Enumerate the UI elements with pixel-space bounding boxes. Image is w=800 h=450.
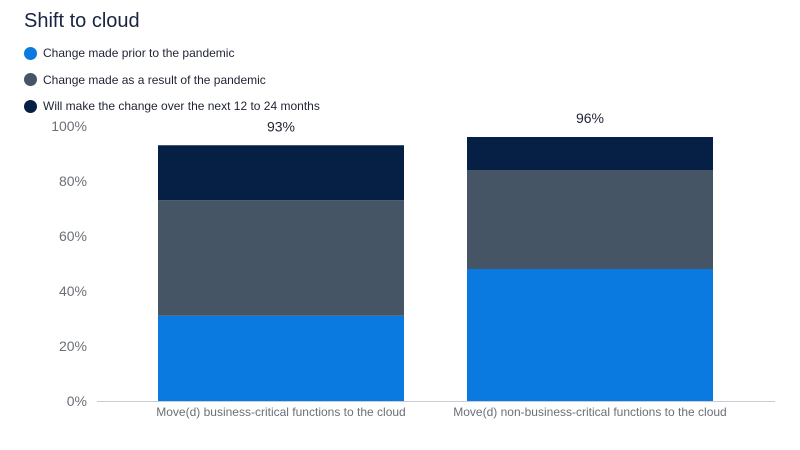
chart-title: Shift to cloud: [24, 10, 140, 32]
legend-item-result[interactable]: Change made as a result of the pandemic: [24, 67, 320, 94]
legend-label-result: Change made as a result of the pandemic: [43, 72, 266, 87]
legend: Change made prior to the pandemic Change…: [24, 40, 320, 120]
bar-total-label: 93%: [267, 118, 295, 134]
y-tick-label: 60%: [59, 228, 87, 244]
category-label: Move(d) non-business-critical functions …: [453, 405, 726, 419]
legend-swatch-prior: [24, 46, 37, 60]
bar-total-label: 96%: [576, 110, 604, 126]
legend-label-prior: Change made prior to the pandemic: [43, 46, 235, 61]
y-tick-label: 40%: [59, 283, 87, 299]
bar-segment-2-3: [467, 137, 713, 170]
category-label: Move(d) business-critical functions to t…: [156, 405, 405, 419]
bar-segment-1-1: [158, 315, 404, 401]
bar-segment-2-2: [467, 170, 713, 269]
y-tick-label: 20%: [59, 338, 87, 354]
legend-swatch-future: [24, 99, 37, 113]
y-tick-label: 100%: [51, 118, 87, 134]
y-tick-label: 0%: [67, 393, 87, 409]
bar-segment-1-3: [158, 145, 404, 201]
legend-swatch-result: [24, 73, 37, 87]
legend-label-future: Will make the change over the next 12 to…: [43, 99, 320, 114]
y-tick-label: 80%: [59, 173, 87, 189]
bar-segment-2-1: [467, 269, 713, 401]
bar-segment-1-2: [158, 200, 404, 316]
legend-item-prior[interactable]: Change made prior to the pandemic: [24, 40, 320, 67]
legend-item-future[interactable]: Will make the change over the next 12 to…: [24, 93, 320, 120]
